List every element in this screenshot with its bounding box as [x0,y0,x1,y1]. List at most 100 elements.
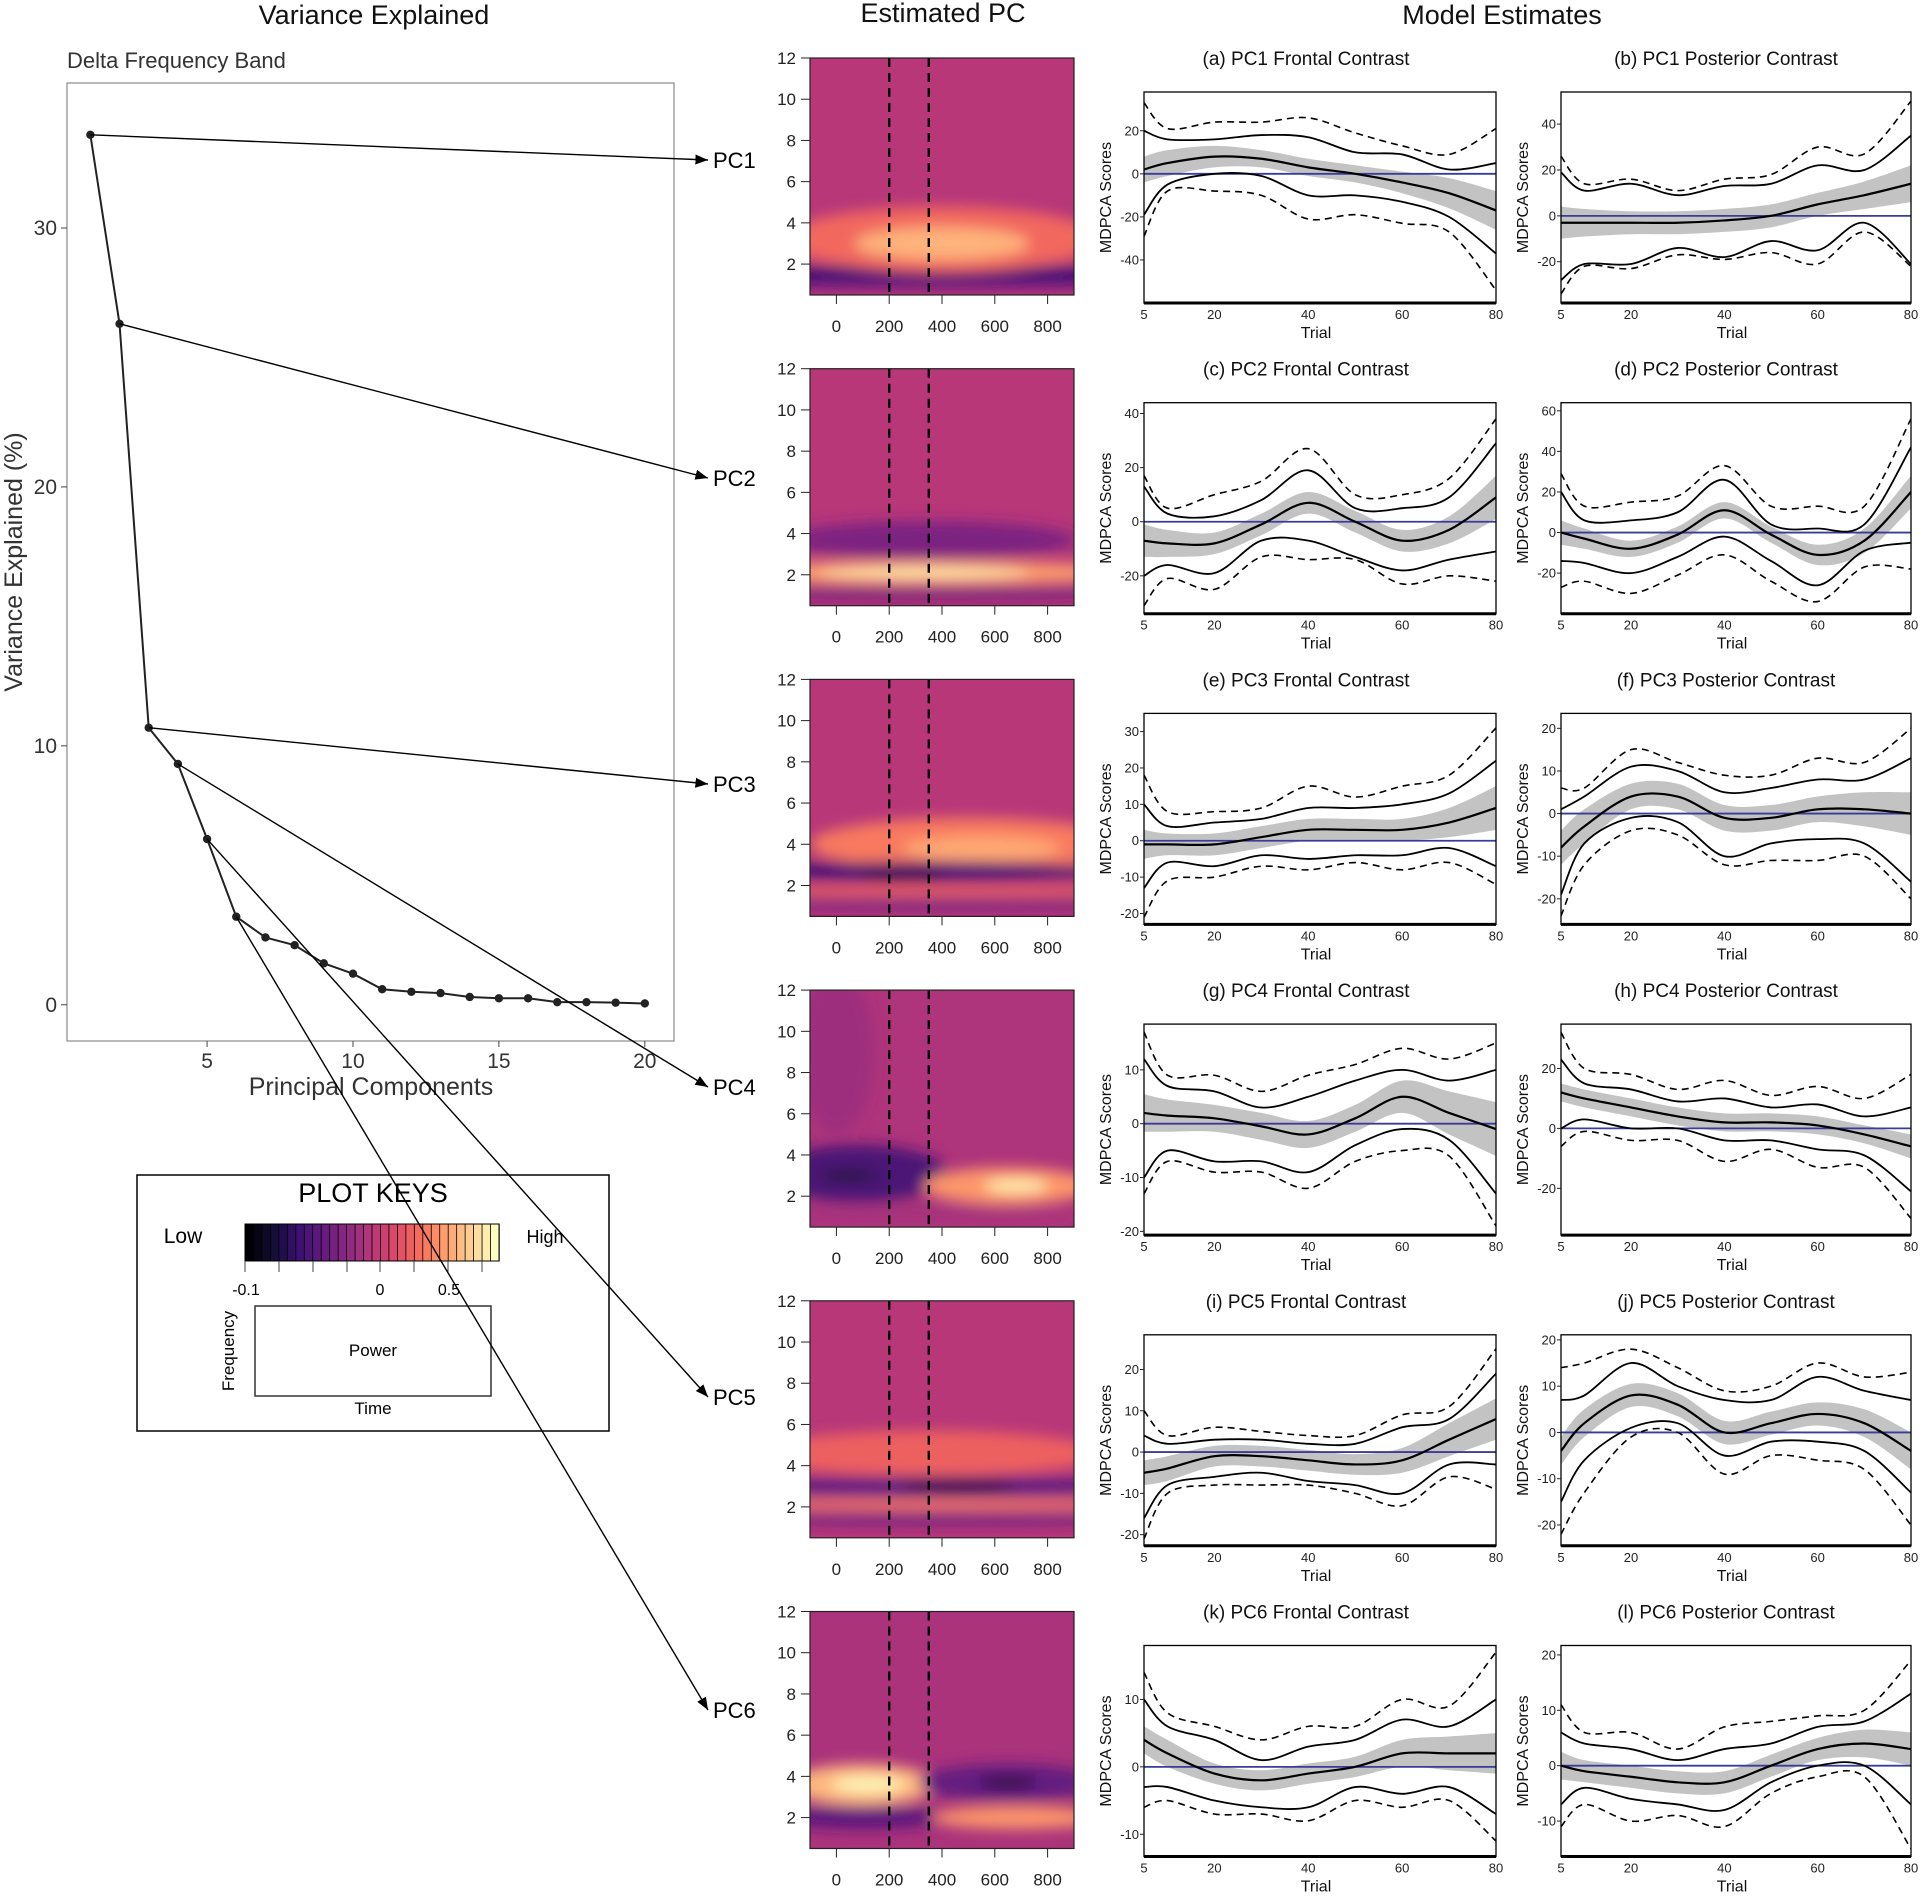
y-tick-label: 30 [1125,724,1139,739]
x-tick-label: 20 [1207,618,1221,633]
inner-lower-line [1561,815,1911,895]
model-panel-l: (l) PC6 Posterior Contrast -10 0 10 20 5 20 40 6… [1515,1603,1918,1896]
model-panel-a: (a) PC1 Frontal Contrast -40 -20 0 20 5 20 40 60… [1098,49,1503,342]
colorbar-segment [329,1223,339,1262]
y-tick-label: 10 [777,712,796,731]
pc-label: PC6 [713,1698,756,1723]
x-tick-label: 200 [875,1249,903,1268]
y-axis-label: Variance Explained (%) [0,432,28,691]
outer-lower-dashed-line [1144,554,1496,607]
x-tick-label: 200 [875,1871,903,1890]
y-tick-label: 40 [1542,117,1556,132]
colorbar-segment [456,1223,466,1262]
y-tick-label: 4 [787,835,796,854]
x-tick-label: 5 [1140,618,1147,633]
y-tick-label: 10 [777,401,796,420]
legend-high-label: High [526,1227,563,1247]
y-tick-label: 2 [787,1498,796,1517]
inner-upper-line [1561,757,1911,811]
x-tick-label: 20 [1207,1239,1221,1254]
x-tick-label: 20 [1624,618,1638,633]
inner-upper-line [1144,759,1496,828]
x-tick-label: 80 [1904,1861,1918,1876]
y-axis-label: MDPCA Scores [1098,1695,1115,1806]
y-tick-label: 6 [787,483,796,502]
panel-title: (d) PC2 Posterior Contrast [1614,360,1839,381]
x-tick-label: 40 [1301,307,1315,322]
y-tick-label: 20 [1542,162,1556,177]
scree-point [611,998,620,1007]
y-tick-label: 12 [777,670,796,689]
colorbar-segment [464,1223,475,1262]
x-tick-label: 400 [928,1249,956,1268]
confidence-band [1561,1729,1911,1795]
x-axis-label: Trial [1717,946,1748,963]
y-tick-label: 0 [1132,833,1139,848]
heatmap-surface [810,1611,1074,1849]
heatmap-blob [810,1206,1074,1219]
y-tick-label: 12 [777,1603,796,1622]
x-tick-label: 5 [1140,1861,1147,1876]
inner-upper-line [1144,1058,1496,1109]
legend-frequency-label: Frequency [219,1310,238,1391]
y-tick-label: 40 [1542,444,1556,459]
outer-upper-dashed-line [1561,1032,1911,1100]
inner-upper-line [1144,129,1496,171]
heatmap-blob [810,990,874,1135]
heatmap-blob [810,521,1074,559]
panel-title: (b) PC1 Posterior Contrast [1614,49,1839,70]
panel-title: (l) PC6 Posterior Contrast [1617,1603,1835,1624]
colorbar-segment [253,1223,263,1262]
heatmap-blob [817,566,1030,579]
y-axis-label: MDPCA Scores [1098,142,1115,253]
x-tick-label: 600 [981,1560,1009,1579]
inner-upper-line [1144,442,1496,519]
y-tick-label: 6 [787,1726,796,1745]
estimate-line [1144,806,1496,846]
legend-low-label: Low [164,1225,203,1248]
scree-point [640,999,650,1008]
x-tick-label: 200 [875,628,903,647]
x-tick-label: 0 [832,1560,841,1579]
y-tick-label: 2 [787,566,796,585]
confidence-band [1561,475,1911,566]
inner-lower-line [1144,1785,1496,1815]
pc-label: PC5 [713,1385,756,1410]
heatmap-blob [810,1500,1074,1510]
estimate-line [1561,1393,1911,1452]
x-tick-label: 5 [1140,928,1147,943]
x-tick-label: 60 [1810,928,1824,943]
heatmap-surface [810,990,1074,1228]
panel-title: (c) PC2 Frontal Contrast [1203,360,1410,381]
panel-title: (g) PC4 Frontal Contrast [1203,981,1411,1002]
inner-lower-line [1561,1420,1911,1503]
y-tick-label: 0 [1132,1759,1139,1774]
panel-title: (e) PC3 Frontal Contrast [1203,670,1411,691]
y-tick-label: 4 [787,1146,796,1165]
x-tick-label: 15 [487,1050,510,1073]
x-tick-label: 400 [928,1560,956,1579]
x-tick-label: 60 [1395,1550,1409,1565]
estimate-line [1144,1738,1496,1782]
scree-point [319,959,329,968]
x-tick-label: 5 [1557,1239,1564,1254]
scree-plot: Delta Frequency Band 0 10 20 30 5 10 15 20 Princi… [0,48,675,1101]
colorbar-segment [447,1223,458,1262]
colorbar-tick-label: 0 [376,1282,385,1299]
colorbar-segment [269,1223,280,1262]
y-tick-label: 60 [1542,403,1556,418]
confidence-band [1144,1080,1496,1156]
x-tick-label: 40 [1717,1550,1731,1565]
colorbar-frame [244,1223,500,1262]
y-tick-label: 12 [777,981,796,1000]
x-axis-label: Trial [1301,636,1332,653]
pc-arrow [148,727,709,788]
x-axis-label: Trial [1301,946,1332,963]
estimate-line [1144,155,1496,212]
heatmap-blob [810,265,1074,284]
panel-title: (i) PC5 Frontal Contrast [1206,1292,1407,1313]
y-tick-label: 10 [1125,1062,1139,1077]
y-tick-label: -20 [1537,254,1556,269]
outer-lower-dashed-line [1144,1147,1496,1227]
colorbar-segment [388,1223,399,1262]
